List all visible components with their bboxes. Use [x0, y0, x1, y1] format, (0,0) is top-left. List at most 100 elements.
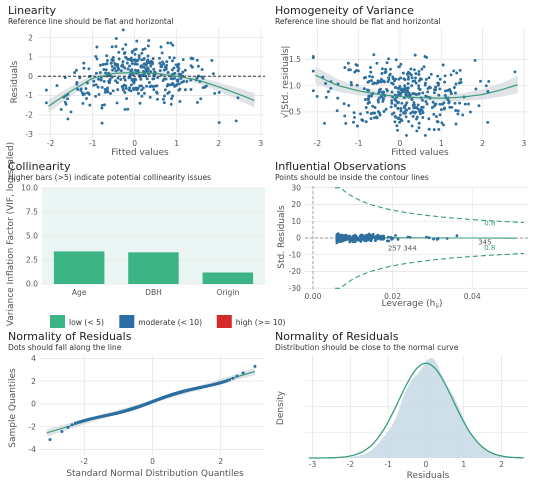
- linearity-point: [144, 67, 148, 71]
- influential-point: [339, 240, 342, 244]
- influential-panel: Influential Observations Points should b…: [275, 160, 528, 310]
- collinearity-xtick: Origin: [216, 288, 239, 297]
- qq-xtick: 2: [218, 457, 223, 466]
- linearity-point: [169, 41, 173, 45]
- homogeneity-point: [397, 77, 401, 81]
- homogeneity-point: [436, 120, 440, 124]
- influential-ylabel: Std. Residuals: [277, 205, 287, 269]
- linearity-point: [119, 78, 123, 81]
- linearity-point: [110, 45, 114, 49]
- linearity-point: [103, 103, 106, 107]
- linearity-point: [121, 28, 125, 32]
- homogeneity-point: [417, 121, 421, 125]
- linearity-point: [110, 64, 114, 68]
- homogeneity-point: [427, 76, 431, 80]
- contour-label-lower: 0.8: [484, 244, 495, 252]
- linearity-point: [123, 107, 127, 111]
- linearity-point: [115, 81, 119, 85]
- linearity-point: [169, 102, 173, 106]
- density-xlabel: Residuals: [407, 471, 450, 481]
- homogeneity-point: [378, 113, 382, 117]
- homogeneity-point: [311, 89, 315, 93]
- homogeneity-point: [413, 53, 417, 57]
- linearity-point: [94, 71, 98, 75]
- collinearity-y-ticks: 0.0 2.5 5.0 7.5 10.0: [21, 184, 38, 289]
- linearity-point: [133, 62, 137, 66]
- linearity-point: [123, 78, 127, 82]
- linearity-point: [117, 57, 121, 61]
- homogeneity-point: [398, 120, 402, 124]
- influential-y-ticks: -30 -20 -10 0 10 20 30: [289, 183, 302, 293]
- density-xtick: 0: [424, 460, 429, 469]
- linearity-point: [84, 87, 88, 91]
- homogeneity-point: [458, 101, 462, 105]
- linearity-xtick: 1: [174, 139, 179, 148]
- linearity-point: [106, 90, 110, 94]
- linearity-point: [117, 67, 120, 71]
- linearity-point: [123, 91, 127, 94]
- homogeneity-point: [434, 102, 438, 106]
- linearity-point: [182, 80, 186, 83]
- homogeneity-point: [420, 105, 424, 109]
- homogeneity-point: [407, 75, 410, 79]
- homogeneity-point: [429, 72, 433, 76]
- linearity-point: [109, 92, 112, 95]
- linearity-point: [78, 76, 82, 80]
- linearity-point: [100, 85, 104, 89]
- linearity-point: [163, 65, 167, 69]
- linearity-point: [142, 65, 146, 69]
- linearity-point: [158, 61, 162, 65]
- vif-bar-origin: [202, 272, 254, 284]
- homogeneity-point: [342, 102, 346, 106]
- homogeneity-point: [394, 58, 398, 62]
- linearity-point: [195, 76, 199, 80]
- vif-bar-dbh: [128, 252, 179, 284]
- homogeneity-point: [396, 90, 400, 94]
- qq-ylabel: Sample Quantiles: [8, 368, 18, 448]
- collinearity-xtick: DBH: [145, 288, 162, 297]
- homogeneity-point: [417, 73, 421, 76]
- linearity-point: [133, 52, 137, 56]
- homogeneity-point: [434, 85, 438, 89]
- homogeneity-point: [335, 109, 339, 113]
- homogeneity-point: [401, 71, 405, 75]
- linearity-point: [75, 68, 78, 72]
- linearity-point: [149, 70, 153, 74]
- linearity-point: [183, 88, 187, 92]
- homogeneity-point: [384, 107, 388, 111]
- homogeneity-point: [400, 101, 404, 105]
- linearity-point: [171, 43, 175, 47]
- homogeneity-point: [324, 82, 328, 85]
- homogeneity-xtick: 1: [439, 139, 444, 148]
- linearity-point: [116, 64, 120, 68]
- homogeneity-point: [394, 99, 398, 103]
- influential-point: [436, 237, 440, 240]
- qq-point: [48, 438, 52, 442]
- density-area: [308, 357, 524, 458]
- linearity-ytick: -3: [25, 130, 33, 139]
- linearity-point: [217, 121, 221, 125]
- linearity-point: [83, 92, 87, 96]
- linearity-point: [104, 62, 108, 66]
- homogeneity-point: [463, 102, 467, 106]
- influential-point: [335, 235, 339, 239]
- qq-point: [60, 430, 64, 433]
- linearity-point: [128, 76, 132, 80]
- homogeneity-point: [391, 77, 395, 81]
- influential-ytick: -30: [289, 284, 302, 293]
- linearity-point: [92, 83, 96, 87]
- collinearity-ytick: 5.0: [26, 232, 38, 241]
- homogeneity-point: [390, 99, 394, 103]
- homogeneity-point: [346, 61, 350, 65]
- linearity-point: [156, 76, 160, 80]
- homogeneity-point: [410, 124, 414, 128]
- linearity-point: [117, 50, 121, 54]
- linearity-point: [189, 64, 193, 68]
- homogeneity-point: [452, 69, 456, 73]
- homogeneity-point: [459, 77, 463, 81]
- homogeneity-point: [368, 74, 372, 78]
- linearity-point: [158, 56, 161, 60]
- influential-point: [344, 238, 348, 242]
- linearity-point: [143, 62, 146, 66]
- collinearity-legend: low (< 5) moderate (< 10) high (>= 10): [50, 315, 286, 328]
